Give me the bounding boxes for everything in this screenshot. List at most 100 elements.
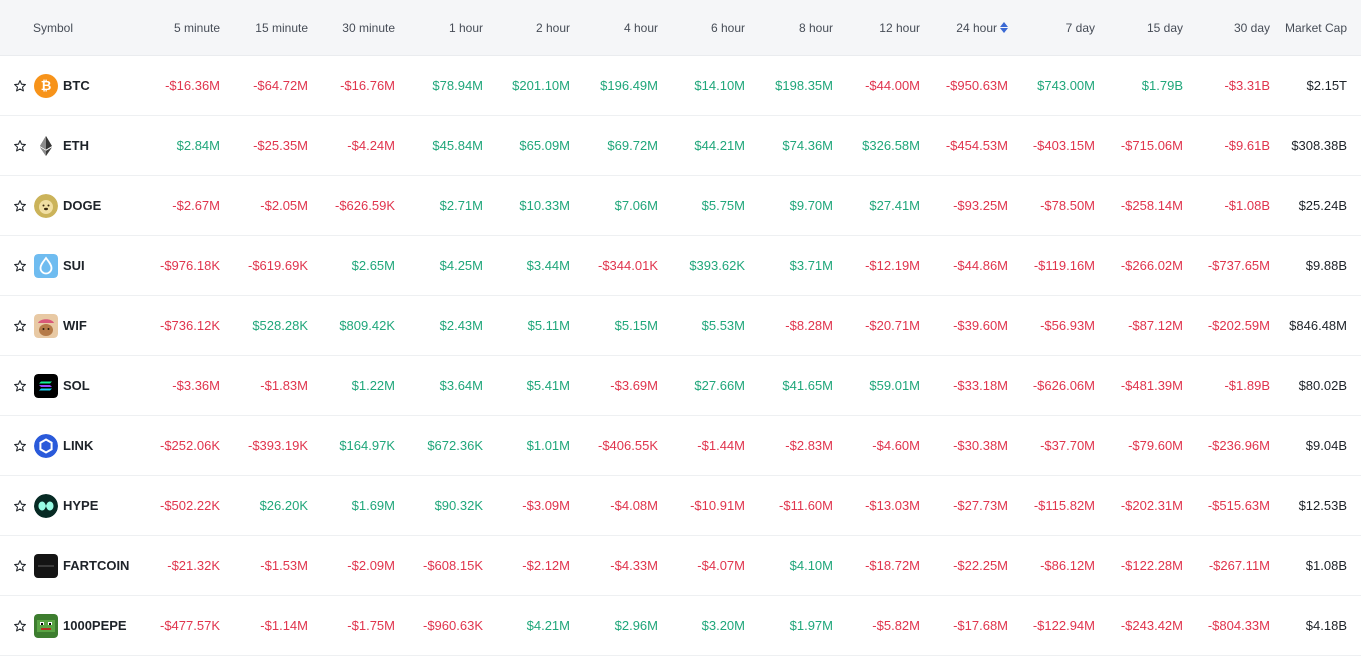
table-row[interactable]: LINK -$252.06K -$393.19K $164.97K $672.36K $1… [0, 416, 1361, 476]
netflow-m5-cell: -$3.36M [172, 378, 220, 393]
netflow-m15-cell: -$1.14M [260, 618, 308, 633]
favorite-star-icon[interactable] [13, 499, 27, 513]
col-header-market-cap[interactable]: Market Cap [1284, 20, 1347, 35]
netflow-m5-cell: -$252.06K [160, 438, 220, 453]
netflow-h6-cell: $393.62K [689, 258, 745, 273]
table-row[interactable]: 1000PEPE -$477.57K -$1.14M -$1.75M -$960.63K… [0, 596, 1361, 656]
netflow-h1-cell: $2.43M [439, 318, 483, 333]
netflow-m15-cell: -$64.72M [253, 78, 308, 93]
col-header-4-hour[interactable]: 4 hour [623, 20, 658, 35]
table-row[interactable]: ETH $2.84M -$25.35M -$4.24M $45.84M $65.09M $6… [0, 116, 1361, 176]
favorite-star-icon[interactable] [13, 439, 27, 453]
col-header-1-hour[interactable]: 1 hour [448, 20, 483, 35]
netflow-m30-cell: $1.22M [351, 378, 395, 393]
col-header-15-day[interactable]: 15 day [1146, 20, 1183, 35]
symbol-label[interactable]: ETH [63, 138, 89, 153]
netflow-d7-cell: -$122.94M [1032, 618, 1095, 633]
netflow-m30-cell: -$4.24M [347, 138, 395, 153]
table-row[interactable]: WIF -$736.12K $528.28K $809.42K $2.43M $5.11M… [0, 296, 1361, 356]
col-header-5-minute[interactable]: 5 minute [173, 20, 220, 35]
netflow-h8-cell: $4.10M [789, 558, 833, 573]
netflow-d15-cell: -$79.60M [1128, 438, 1183, 453]
favorite-star-icon[interactable] [13, 559, 27, 573]
netflow-h12-cell: -$12.19M [865, 258, 920, 273]
netflow-h24-cell: -$30.38M [953, 438, 1008, 453]
netflow-h12-cell: -$5.82M [872, 618, 920, 633]
col-header-7-day[interactable]: 7 day [1065, 20, 1095, 35]
symbol-label[interactable]: SOL [63, 378, 90, 393]
netflow-h12-cell: -$20.71M [865, 318, 920, 333]
netflow-m15-cell: -$25.35M [253, 138, 308, 153]
symbol-label[interactable]: DOGE [63, 198, 102, 213]
netflow-h4-cell: $5.15M [614, 318, 658, 333]
sort-control[interactable]: 24 hour [956, 21, 1008, 35]
favorite-star-icon[interactable] [13, 379, 27, 393]
col-header-30-day[interactable]: 30 day [1233, 20, 1270, 35]
symbol-cell: 1000PEPE [0, 613, 142, 638]
netflow-h2-cell: $65.09M [519, 138, 570, 153]
netflow-d30-cell: -$267.11M [1208, 558, 1270, 573]
market-cap-cell: $80.02B [1298, 378, 1347, 393]
favorite-star-icon[interactable] [13, 319, 27, 333]
table-row[interactable]: ₿ BTC -$16.36M -$64.72M -$16.76M $78.94M $201.… [0, 56, 1361, 116]
favorite-star-icon[interactable] [13, 259, 27, 273]
netflow-d7-cell: -$119.16M [1033, 258, 1095, 273]
table-row[interactable]: FARTCOIN -$21.32K -$1.53M -$2.09M -$608.15K -… [0, 536, 1361, 596]
netflow-h8-cell: $1.97M [789, 618, 833, 633]
col-header-15-minute[interactable]: 15 minute [255, 20, 308, 35]
dogecoin-icon [34, 193, 58, 218]
symbol-label[interactable]: SUI [63, 258, 85, 273]
market-cap-cell: $308.38B [1291, 138, 1347, 153]
netflow-h2-cell: $5.41M [526, 378, 570, 393]
netflow-h8-cell: $198.35M [775, 78, 833, 93]
col-header-30-minute[interactable]: 30 minute [342, 20, 395, 35]
symbol-label[interactable]: WIF [63, 318, 87, 333]
netflow-m5-cell: -$477.57K [160, 618, 220, 633]
symbol-label[interactable]: HYPE [63, 498, 99, 513]
col-header-12-hour[interactable]: 12 hour [879, 20, 920, 35]
col-header-24-hour[interactable]: 24 hour [920, 21, 1008, 35]
favorite-star-icon[interactable] [13, 139, 27, 153]
col-header-8-hour[interactable]: 8 hour [798, 20, 833, 35]
market-cap-cell: $2.15T [1306, 78, 1347, 93]
solana-icon [34, 373, 58, 398]
table-row[interactable]: SOL -$3.36M -$1.83M $1.22M $3.64M $5.41M -$3.6… [0, 356, 1361, 416]
netflow-h4-cell: $7.06M [614, 198, 658, 213]
table-row[interactable]: SUI -$976.18K -$619.69K $2.65M $4.25M $3.44M -… [0, 236, 1361, 296]
table-row[interactable]: DOGE -$2.67M -$2.05M -$626.59K $2.71M $10.33M… [0, 176, 1361, 236]
netflow-d30-cell: -$1.89B [1224, 378, 1270, 393]
market-cap-cell: $9.04B [1305, 438, 1347, 453]
favorite-star-icon[interactable] [13, 79, 27, 93]
netflow-d7-cell: $743.00M [1037, 78, 1095, 93]
col-header-symbol[interactable]: Symbol [33, 20, 74, 35]
netflow-h1-cell: $3.64M [439, 378, 483, 393]
netflow-d30-cell: -$3.31B [1224, 78, 1270, 93]
netflow-d30-cell: -$515.63M [1207, 498, 1270, 513]
sort-toggle-icon[interactable] [1000, 22, 1008, 34]
symbol-cell: HYPE [0, 493, 142, 518]
symbol-label[interactable]: FARTCOIN [63, 558, 130, 573]
netflow-h2-cell: $10.33M [519, 198, 570, 213]
netflow-h1-cell: -$960.63K [423, 618, 483, 633]
symbol-label[interactable]: BTC [63, 78, 90, 93]
table-row[interactable]: HYPE -$502.22K $26.20K $1.69M $90.32K -$3.09M… [0, 476, 1361, 536]
netflow-d15-cell: -$715.06M [1120, 138, 1183, 153]
netflow-m30-cell: -$626.59K [335, 198, 395, 213]
col-header-6-hour[interactable]: 6 hour [710, 20, 745, 35]
netflow-h12-cell: -$18.72M [865, 558, 920, 573]
netflow-h2-cell: -$3.09M [522, 498, 570, 513]
netflow-m30-cell: $809.42K [339, 318, 395, 333]
symbol-label[interactable]: 1000PEPE [63, 618, 127, 633]
favorite-star-icon[interactable] [13, 619, 27, 633]
netflow-d7-cell: -$403.15M [1032, 138, 1095, 153]
col-header-2-hour[interactable]: 2 hour [535, 20, 570, 35]
netflow-h24-cell: -$33.18M [953, 378, 1008, 393]
netflow-d30-cell: -$9.61B [1224, 138, 1270, 153]
favorite-star-icon[interactable] [13, 199, 27, 213]
symbol-label[interactable]: LINK [63, 438, 94, 453]
table-header: Symbol 5 minute 15 minute 30 minute 1 ho… [0, 0, 1361, 56]
sui-droplet-icon [34, 253, 58, 278]
market-cap-cell: $25.24B [1298, 198, 1347, 213]
netflow-h1-cell: $2.71M [439, 198, 483, 213]
netflow-m5-cell: -$21.32K [167, 558, 220, 573]
